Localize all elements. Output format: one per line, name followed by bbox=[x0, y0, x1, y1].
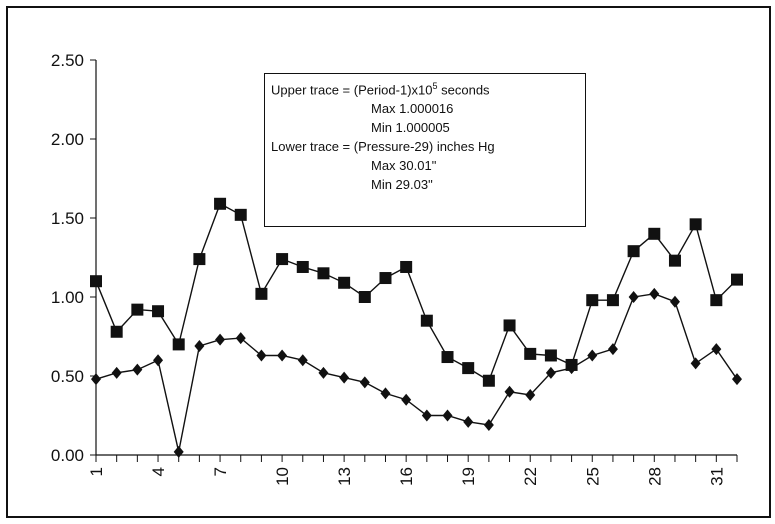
upper-trace-point bbox=[255, 287, 268, 300]
lower-trace-point bbox=[173, 445, 184, 458]
upper-trace-point bbox=[358, 291, 371, 303]
x-tick-label: 16 bbox=[397, 467, 416, 486]
y-tick-label: 1.00 bbox=[51, 288, 84, 307]
upper-trace-point bbox=[503, 319, 516, 332]
upper-trace-point bbox=[462, 362, 475, 375]
upper-trace-point bbox=[379, 272, 392, 285]
lower-trace-title: Lower trace = (Pressure-29) inches Hg bbox=[271, 139, 495, 155]
x-tick-label: 25 bbox=[583, 467, 602, 486]
upper-trace-point bbox=[172, 338, 185, 351]
upper-trace-point bbox=[110, 325, 123, 338]
upper-trace-point bbox=[420, 314, 433, 327]
x-tick-label: 13 bbox=[335, 467, 354, 486]
upper-trace-point bbox=[710, 294, 723, 307]
lower-trace-point bbox=[132, 363, 143, 376]
lower-trace-point bbox=[256, 349, 267, 362]
lower-trace-point bbox=[442, 409, 453, 422]
upper-trace-point bbox=[524, 347, 537, 360]
upper-trace-point bbox=[606, 294, 619, 307]
tick-labels: 0.00 0.50 1.00 1.50 2.00 2.50 1 4 7 10 13 16 19 22 25 2… bbox=[51, 51, 726, 486]
lower-trace-point bbox=[649, 287, 660, 300]
x-tick-label: 10 bbox=[273, 467, 292, 486]
series-group bbox=[90, 197, 743, 458]
x-tick-label: 4 bbox=[149, 467, 168, 476]
lower-trace-point bbox=[401, 393, 412, 406]
axes bbox=[90, 59, 738, 462]
x-tick-label: 1 bbox=[87, 467, 106, 476]
y-tick-label: 0.00 bbox=[51, 446, 84, 465]
lower-trace-point bbox=[587, 349, 598, 362]
upper-trace-point bbox=[338, 276, 351, 289]
lower-trace-point bbox=[235, 332, 246, 345]
lower-trace-max: Max 30.01" bbox=[371, 158, 437, 174]
upper-trace-title: Upper trace = (Period-1)x105 seconds bbox=[271, 81, 490, 98]
lower-trace-point bbox=[483, 418, 494, 431]
upper-trace-point bbox=[648, 227, 661, 240]
lower-trace-point bbox=[277, 349, 288, 362]
x-tick-label: 28 bbox=[645, 467, 664, 486]
upper-trace-point bbox=[317, 267, 330, 280]
lower-trace-point bbox=[215, 333, 226, 346]
lower-trace-point bbox=[504, 385, 515, 398]
y-tick-label: 1.50 bbox=[51, 209, 84, 228]
lower-trace-line bbox=[95, 293, 738, 452]
y-tick-label: 0.50 bbox=[51, 367, 84, 386]
lower-trace-point bbox=[669, 295, 680, 308]
upper-trace-point bbox=[193, 253, 206, 266]
y-tick-label: 2.50 bbox=[51, 51, 84, 70]
upper-trace-max: Max 1.000016 bbox=[371, 101, 454, 117]
lower-trace-point bbox=[359, 376, 370, 389]
upper-trace-line bbox=[95, 202, 738, 382]
upper-trace-point bbox=[276, 253, 289, 266]
lower-trace-point bbox=[690, 357, 701, 370]
lower-trace-point bbox=[111, 366, 122, 379]
upper-trace-point bbox=[214, 197, 227, 210]
lower-trace-point bbox=[732, 373, 742, 386]
upper-trace-point bbox=[441, 351, 454, 364]
upper-trace-point bbox=[689, 218, 702, 231]
lower-trace-point bbox=[525, 388, 536, 401]
lower-trace-point bbox=[297, 354, 308, 367]
x-tick-label: 31 bbox=[707, 467, 726, 486]
upper-trace-min: Min 1.000005 bbox=[371, 120, 450, 136]
upper-trace-point bbox=[90, 275, 102, 288]
upper-trace-point bbox=[482, 374, 495, 387]
x-tick-label: 22 bbox=[521, 467, 540, 486]
upper-trace-point bbox=[668, 254, 681, 267]
upper-trace-point bbox=[544, 349, 557, 362]
x-tick-label: 19 bbox=[459, 467, 478, 486]
lower-trace-point bbox=[421, 409, 432, 422]
upper-trace-point bbox=[234, 208, 247, 221]
x-tick-label: 7 bbox=[211, 467, 230, 476]
upper-trace-point bbox=[296, 260, 309, 273]
lower-trace-point bbox=[545, 366, 556, 379]
upper-trace-point bbox=[152, 305, 165, 318]
annotation-box: Upper trace = (Period-1)x105 seconds Max… bbox=[264, 73, 586, 227]
y-tick-label: 2.00 bbox=[51, 130, 84, 149]
lower-trace-point bbox=[339, 371, 350, 384]
lower-trace-point bbox=[463, 415, 474, 428]
lower-trace-point bbox=[91, 373, 101, 386]
lower-trace-point bbox=[711, 343, 722, 356]
lower-trace-point bbox=[566, 362, 577, 375]
lower-trace-point bbox=[380, 387, 391, 400]
upper-trace-point bbox=[627, 245, 640, 258]
upper-trace-point bbox=[731, 273, 743, 286]
lower-trace-point bbox=[318, 366, 329, 379]
upper-trace-point bbox=[131, 303, 144, 316]
upper-trace-point bbox=[586, 294, 599, 307]
upper-trace-point bbox=[400, 260, 413, 273]
lower-trace-point bbox=[628, 291, 639, 303]
lower-trace-min: Min 29.03" bbox=[371, 177, 433, 193]
lower-trace-point bbox=[607, 343, 618, 356]
lower-trace-point bbox=[194, 339, 205, 352]
lower-trace-point bbox=[153, 354, 164, 367]
